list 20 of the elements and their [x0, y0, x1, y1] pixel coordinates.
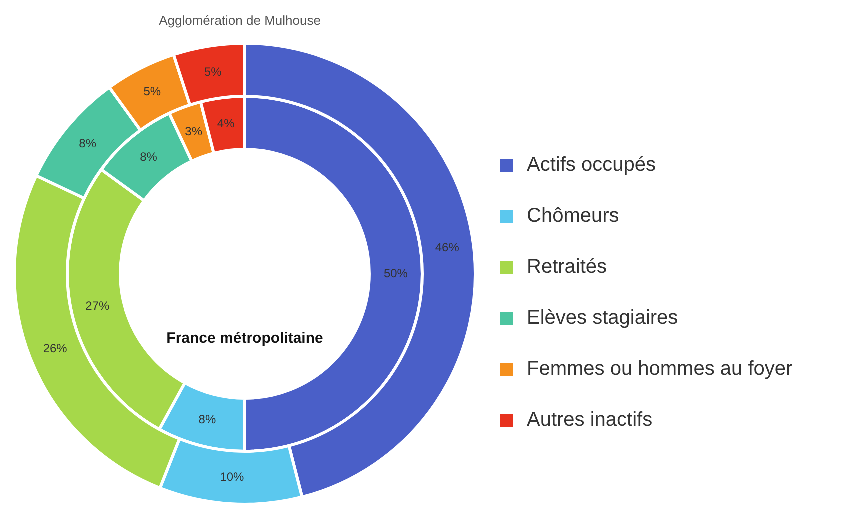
data-label: 5% — [144, 84, 162, 99]
legend-label: Autres inactifs — [527, 409, 653, 432]
data-label: 8% — [198, 412, 216, 427]
data-label: 10% — [220, 470, 245, 484]
legend-label: Actifs occupés — [527, 154, 656, 177]
data-label: 46% — [435, 240, 460, 255]
data-label: 8% — [79, 136, 97, 150]
data-label: 26% — [43, 341, 68, 356]
legend-label: Elèves stagiaires — [527, 307, 678, 330]
legend-label: Retraités — [527, 256, 608, 279]
data-label: 8% — [140, 150, 158, 164]
data-label: 5% — [204, 64, 222, 79]
legend-label: Femmes ou hommes au foyer — [527, 358, 793, 381]
slice-label: France métropolitaine — [166, 330, 324, 348]
slice-label: Agglomération de Mulhouse — [159, 13, 321, 28]
data-label: 27% — [86, 299, 110, 314]
data-label: 4% — [217, 116, 236, 131]
data-label: 3% — [185, 124, 203, 138]
data-label: 50% — [384, 266, 408, 280]
legend-label: Chômeurs — [527, 205, 620, 228]
